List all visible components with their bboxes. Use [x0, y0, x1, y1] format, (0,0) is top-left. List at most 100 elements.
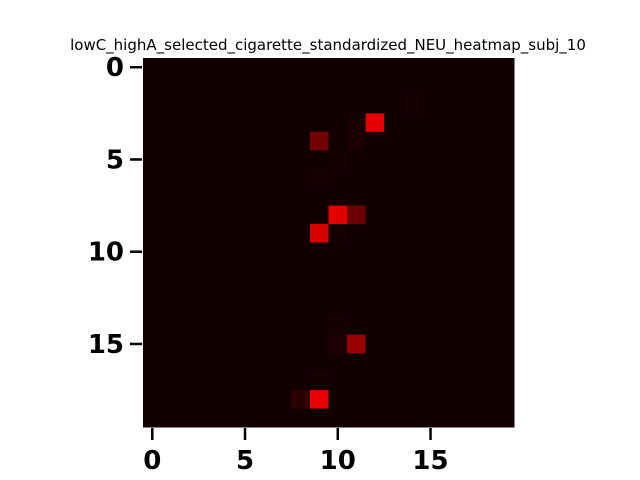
heatmap-cell [476, 187, 496, 207]
heatmap-cell [161, 279, 181, 299]
heatmap-cell [217, 297, 237, 317]
heatmap-cell [328, 131, 348, 151]
heatmap-cell [421, 408, 441, 428]
heatmap-cell [476, 371, 496, 391]
heatmap-cell [217, 371, 237, 391]
heatmap-cell [180, 150, 200, 170]
heatmap-cell [180, 224, 200, 243]
y-tick-label: 15 [88, 330, 124, 360]
heatmap-cell [384, 316, 404, 336]
heatmap-cell [421, 334, 441, 354]
heatmap-cell [254, 150, 274, 170]
heatmap-cell [198, 150, 218, 170]
heatmap-cell [161, 113, 181, 133]
heatmap-cell [161, 334, 181, 354]
heatmap-cell [161, 187, 181, 207]
heatmap-cell [384, 279, 404, 299]
heatmap-cell [476, 224, 496, 243]
heatmap-cell [495, 353, 515, 373]
heatmap-cell [384, 113, 404, 133]
heatmap-cell [272, 187, 292, 207]
heatmap-cell [291, 131, 311, 151]
heatmap-cell [439, 353, 459, 373]
heatmap-cell [272, 279, 292, 299]
heatmap-cell [254, 316, 274, 336]
heatmap-cell [347, 279, 367, 299]
heatmap-cell [254, 131, 274, 151]
heatmap-cell [365, 168, 385, 188]
heatmap-cell [198, 187, 218, 207]
heatmap-cell [458, 113, 478, 133]
heatmap-cell [384, 408, 404, 428]
heatmap-cell [198, 58, 218, 77]
heatmap-cell [143, 150, 163, 170]
heatmap-cell [198, 390, 218, 410]
heatmap-cell [291, 187, 311, 207]
heatmap-cell [309, 94, 329, 114]
heatmap-cell [309, 168, 329, 188]
heatmap-cell [217, 260, 237, 280]
heatmap-cell [476, 297, 496, 317]
heatmap-cell [143, 353, 163, 373]
heatmap-cell [291, 316, 311, 336]
heatmap-cell [439, 131, 459, 151]
heatmap-cell [439, 58, 459, 77]
heatmap-cell [347, 390, 367, 410]
heatmap-cell [254, 94, 274, 114]
heatmap-cell [143, 408, 163, 428]
heatmap-cell [254, 58, 274, 77]
heatmap-cell [291, 58, 311, 77]
heatmap-cell [235, 316, 255, 336]
heatmap-cell [143, 58, 163, 77]
heatmap-cell [235, 76, 255, 96]
heatmap-cell [235, 131, 255, 151]
heatmap-cell [254, 187, 274, 207]
heatmap-cell [180, 94, 200, 114]
heatmap-cell [198, 297, 218, 317]
heatmap-cell [476, 279, 496, 299]
heatmap-cell [439, 113, 459, 133]
heatmap-cell [161, 76, 181, 96]
heatmap-cell [402, 94, 422, 114]
heatmap-cell [421, 390, 441, 410]
heatmap-cell [291, 371, 311, 391]
heatmap-cell [458, 353, 478, 373]
heatmap-cell [384, 371, 404, 391]
heatmap-cell [365, 76, 385, 96]
heatmap-cell [180, 113, 200, 133]
heatmap-cell [458, 94, 478, 114]
heatmap-cell [384, 76, 404, 96]
heatmap-cell [328, 390, 348, 410]
heatmap-cell [458, 408, 478, 428]
heatmap-cell [495, 76, 515, 96]
heatmap-cell [347, 94, 367, 114]
heatmap-cell [328, 371, 348, 391]
heatmap-cell [476, 242, 496, 262]
heatmap-cell [495, 58, 515, 77]
heatmap-cell [347, 260, 367, 280]
heatmap-cell [402, 334, 422, 354]
heatmap-cell [458, 260, 478, 280]
x-tick-label: 5 [236, 446, 254, 476]
heatmap-cell [495, 205, 515, 225]
heatmap-cell [180, 205, 200, 225]
heatmap-cell [495, 390, 515, 410]
heatmap-cell [365, 131, 385, 151]
heatmap-cell [198, 168, 218, 188]
heatmap-cell [272, 76, 292, 96]
heatmap-cell [458, 76, 478, 96]
heatmap-cell [309, 279, 329, 299]
heatmap-cell [161, 316, 181, 336]
heatmap-cell [217, 242, 237, 262]
heatmap-cell [198, 113, 218, 133]
heatmap-cell [309, 371, 329, 391]
heatmap-cell [384, 390, 404, 410]
heatmap-cell [143, 390, 163, 410]
heatmap-cell [439, 390, 459, 410]
heatmap-cell [347, 408, 367, 428]
heatmap-cell [143, 131, 163, 151]
heatmap-cell [309, 408, 329, 428]
heatmap-cell [476, 205, 496, 225]
heatmap-cell [254, 334, 274, 354]
heatmap-cell [476, 353, 496, 373]
